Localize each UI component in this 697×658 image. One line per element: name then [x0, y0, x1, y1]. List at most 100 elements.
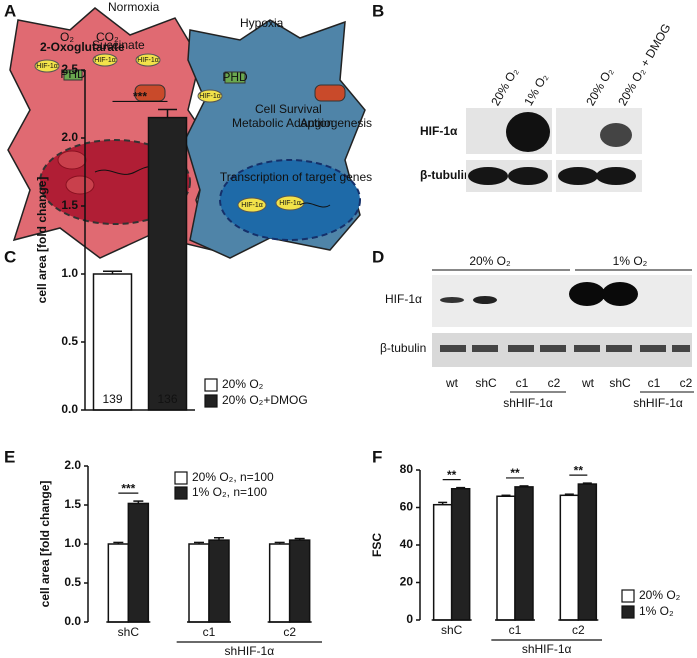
label: 2-Oxoglutarate — [40, 40, 125, 54]
label: HIF-1α — [241, 202, 263, 209]
band — [468, 167, 508, 185]
label: CO₂ — [96, 30, 119, 44]
x-tick-label: c1 — [203, 625, 216, 639]
legend-label: 20% O₂ — [639, 588, 681, 602]
significance-label: ** — [574, 463, 584, 477]
hif-protein — [197, 89, 223, 103]
legend-label: 20% O₂ — [222, 377, 264, 391]
bar — [92, 273, 133, 411]
legend-label: 20% O₂+DMOG — [222, 393, 308, 407]
label: HIF-1α — [36, 63, 58, 70]
significance-label: *** — [121, 481, 135, 495]
panel-letter: E — [4, 447, 15, 466]
x-tick-label: c2 — [572, 623, 585, 637]
band — [473, 296, 497, 304]
y-axis-label: FSC — [370, 533, 384, 557]
bar — [107, 543, 130, 623]
band — [508, 167, 548, 185]
lane-label: wt — [581, 376, 595, 390]
band — [558, 167, 598, 185]
row-label: HIF-1α — [385, 292, 422, 306]
panel-letter: B — [372, 1, 384, 20]
bar — [577, 483, 598, 621]
x-tick-label: shC — [118, 625, 140, 639]
label: Succinate — [92, 38, 145, 52]
condition-label: 20% O₂ — [469, 254, 511, 268]
y-tick-label: 20 — [400, 575, 414, 589]
legend-label: 1% O₂, n=100 — [192, 485, 267, 499]
hif-protein — [34, 59, 60, 73]
hif-protein — [237, 197, 267, 213]
legend-swatch — [204, 378, 218, 392]
group-label: shHIF-1α — [522, 642, 572, 656]
label: HIF-1α — [137, 57, 159, 64]
y-tick-label: 1.0 — [64, 536, 81, 550]
group-label: shHIF-1α — [633, 396, 683, 410]
legend-swatch — [204, 394, 218, 408]
bar — [288, 539, 311, 623]
band — [569, 282, 605, 306]
legend-swatch — [621, 589, 635, 603]
bar-label: 136 — [157, 392, 177, 406]
condition-label: 1% O₂ — [613, 254, 648, 268]
x-tick-label: c2 — [283, 625, 296, 639]
group-label: shHIF-1α — [503, 396, 553, 410]
x-tick-label: c1 — [509, 623, 522, 637]
label: O₂ — [60, 30, 74, 44]
phd-box — [224, 71, 246, 84]
hif-protein — [135, 53, 161, 67]
lane-label: c2 — [680, 376, 693, 390]
nuclear-protein — [65, 175, 95, 195]
proteasome — [314, 84, 346, 102]
y-tick-label: 80 — [400, 462, 414, 476]
panel-letter: A — [4, 1, 16, 20]
y-tick-label: 1.0 — [61, 266, 78, 280]
lane-label: wt — [445, 376, 459, 390]
bar — [496, 495, 516, 621]
panel-letter: D — [372, 247, 384, 266]
y-tick-label: 0.0 — [61, 402, 78, 416]
label: HIF-1α — [94, 57, 116, 64]
band — [602, 282, 638, 306]
tubulin-bands — [440, 345, 690, 352]
bar — [514, 486, 534, 621]
phd-box — [63, 69, 83, 81]
normoxia-title: Normoxia — [108, 0, 160, 14]
blot — [432, 275, 692, 327]
panel-letter: F — [372, 447, 382, 466]
label: Transcription of target genes — [220, 170, 372, 184]
label: HIF-1α — [199, 93, 221, 100]
y-tick-label: 0.5 — [64, 575, 81, 589]
bar — [268, 543, 291, 623]
lane-label: c1 — [516, 376, 529, 390]
significance-label: *** — [133, 90, 147, 104]
band — [440, 297, 464, 303]
label: PHD — [222, 70, 248, 84]
y-tick-label: 0 — [406, 612, 413, 626]
bar — [208, 539, 230, 623]
band — [596, 167, 636, 185]
legend-label: 1% O₂ — [639, 604, 674, 618]
y-tick-label: 60 — [400, 500, 414, 514]
bar — [127, 502, 150, 623]
y-tick-label: 1.5 — [61, 198, 78, 212]
bar — [559, 494, 580, 621]
legend-swatch — [621, 605, 635, 619]
hif-protein — [92, 53, 118, 67]
y-tick-label: 0.5 — [61, 334, 78, 348]
significance-label: ** — [447, 468, 457, 482]
x-tick-label: shC — [441, 623, 463, 637]
row-label: β-tubulin — [380, 341, 426, 355]
lane-label: c1 — [648, 376, 661, 390]
bar — [432, 503, 453, 621]
legend-label: 20% O₂, n=100 — [192, 470, 274, 484]
label: Angiogenesis — [300, 116, 372, 130]
column-label: 1% O₂ — [521, 71, 551, 108]
y-tick-label: 2.0 — [64, 458, 81, 472]
group-label: shHIF-1α — [225, 644, 275, 658]
legend-swatch — [174, 471, 188, 485]
label: PHD — [60, 67, 86, 81]
significance-label: ** — [510, 466, 520, 480]
legend-swatch — [174, 486, 188, 500]
